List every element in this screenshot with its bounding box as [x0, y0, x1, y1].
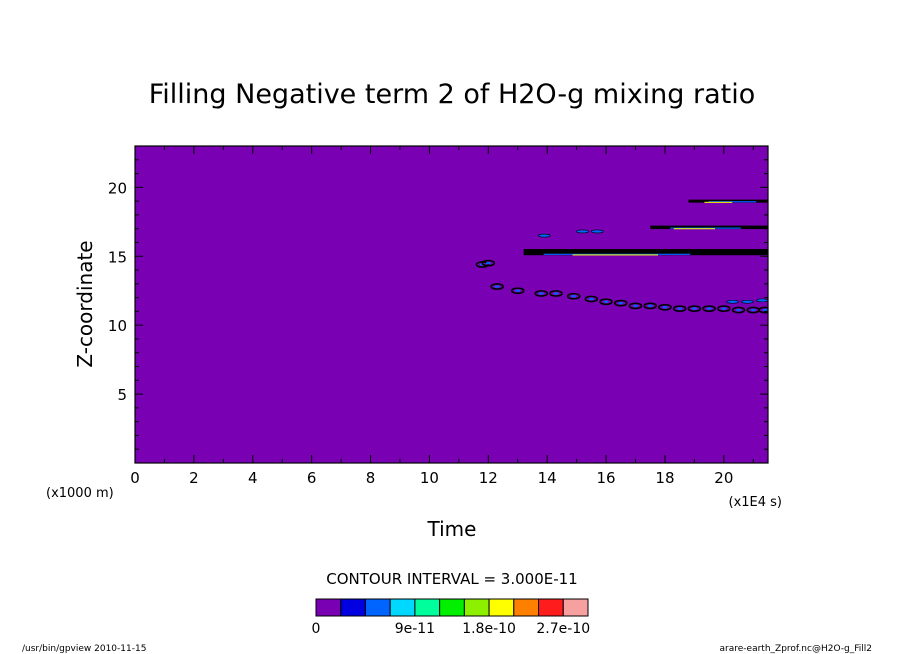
- x-axis-label: Time: [427, 517, 477, 541]
- contour-blob: [628, 302, 643, 310]
- colorbar-label: 1.8e-10: [462, 621, 516, 637]
- y-axis: 5 10 15 20: [108, 159, 768, 450]
- x-tick-label: 14: [538, 469, 557, 487]
- colorbar-label: 0: [312, 621, 321, 637]
- contour-band: [688, 199, 768, 203]
- colorbar-swatch: [538, 598, 564, 617]
- plot-frame: [134, 145, 769, 464]
- x-axis: 0 2 4 6 8 10 12 14 16 18 20: [130, 146, 754, 487]
- colorbar-swatch: [488, 598, 515, 617]
- x-tick-label: 2: [189, 469, 199, 487]
- contour-blob: [731, 306, 746, 314]
- contour-interval-label: CONTOUR INTERVAL = 3.000E-11: [326, 570, 577, 588]
- colorbar-swatch: [364, 598, 391, 617]
- colorbar-swatch: [513, 598, 540, 617]
- contour-feature: [726, 299, 739, 304]
- contour-blob: [717, 305, 731, 313]
- contour-blob: [534, 290, 549, 297]
- contour-blob: [481, 259, 496, 267]
- plot-background: [135, 146, 768, 463]
- contour-blob: [702, 305, 716, 313]
- contour-blob: [510, 287, 525, 295]
- colorbar-swatch: [439, 598, 465, 617]
- contour-blob: [643, 302, 658, 310]
- contour-feature: [755, 298, 768, 303]
- colorbar-swatch: [389, 598, 416, 617]
- x-tick-label: 18: [655, 469, 674, 487]
- colorbar-swatch: [562, 598, 589, 617]
- plot-area: [134, 145, 769, 464]
- footer-left: /usr/bin/gpview 2010-11-15: [22, 644, 146, 654]
- contour-blob: [658, 303, 672, 311]
- contour-feature: [576, 229, 589, 234]
- colorbar-label: 2.7e-10: [536, 621, 590, 637]
- colorbar: [315, 598, 589, 617]
- x-tick-label: 20: [714, 469, 733, 487]
- x-tick-label: 4: [248, 469, 258, 487]
- y-axis-label: Z-coordinate: [73, 240, 97, 367]
- contour-blob: [613, 299, 628, 307]
- contour-feature: [741, 299, 754, 304]
- contour-blob: [758, 306, 768, 314]
- x-unit-label: (x1E4 s): [729, 495, 783, 510]
- colorbar-swatch: [414, 598, 441, 617]
- contour-feature: [590, 229, 604, 234]
- colorbar-labels: 0 9e-11 1.8e-10 2.7e-10: [312, 621, 591, 637]
- x-tick-label: 12: [479, 469, 498, 487]
- contour-blob: [549, 290, 563, 297]
- contour-band: [650, 225, 768, 230]
- x-tick-label: 6: [307, 469, 317, 487]
- contour-blob: [566, 292, 581, 300]
- y-tick-label: 5: [117, 386, 127, 404]
- contour-feature: [537, 233, 551, 238]
- colorbar-swatch: [315, 598, 342, 617]
- colorbar-label: 9e-11: [395, 621, 435, 637]
- y-unit-label: (x1000 m): [46, 486, 114, 501]
- contour-blob: [672, 305, 687, 313]
- x-tick-label: 10: [420, 469, 439, 487]
- colorbar-swatch: [340, 598, 366, 617]
- y-tick-label: 10: [108, 317, 127, 335]
- x-tick-label: 16: [597, 469, 616, 487]
- contour-blob: [599, 298, 613, 306]
- footer-right: arare-earth_Zprof.nc@H2O-g_Fill2: [720, 644, 872, 654]
- y-tick-label: 20: [108, 179, 127, 197]
- x-tick-label: 8: [366, 469, 376, 487]
- contour-blob: [584, 295, 599, 303]
- contour-blob: [687, 305, 702, 313]
- colorbar-swatch: [463, 598, 490, 617]
- chart-title: Filling Negative term 2 of H2O-g mixing …: [149, 79, 756, 110]
- contour-blob: [490, 283, 504, 290]
- contour-band: [523, 249, 768, 256]
- y-tick-label: 15: [108, 248, 127, 266]
- x-tick-label: 0: [130, 469, 140, 487]
